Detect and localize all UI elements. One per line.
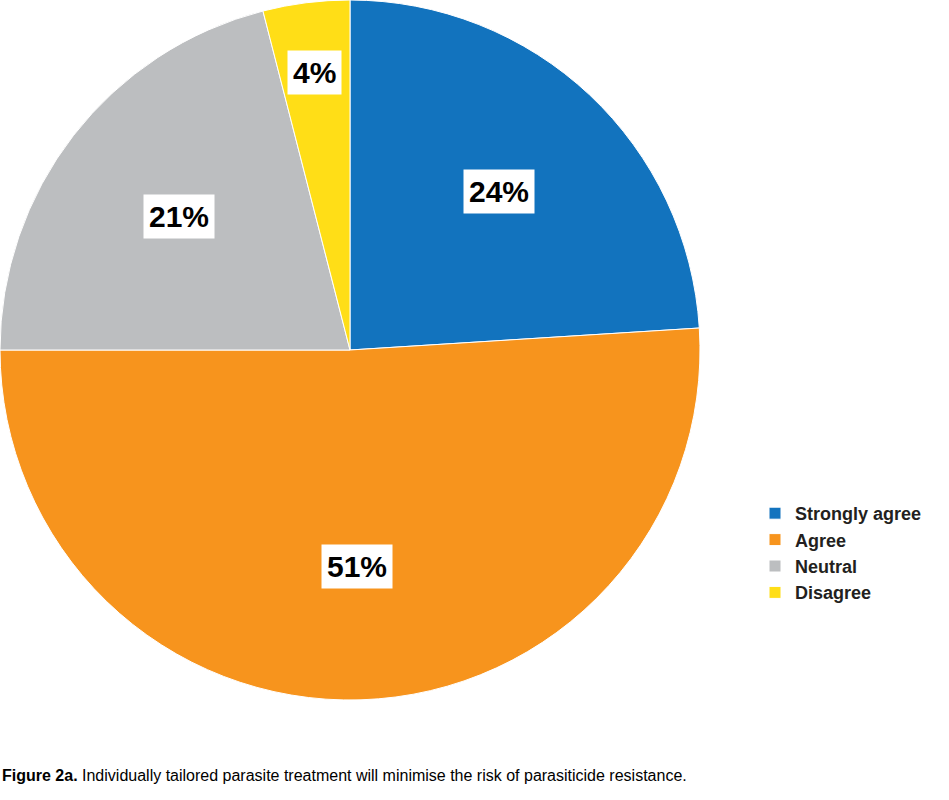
svg-text:Disagree: Disagree bbox=[795, 583, 871, 603]
svg-text:Agree: Agree bbox=[795, 531, 846, 551]
svg-text:Neutral: Neutral bbox=[795, 557, 857, 577]
svg-text:21%: 21% bbox=[149, 200, 209, 233]
svg-text:4%: 4% bbox=[293, 56, 336, 89]
svg-text:Strongly agree: Strongly agree bbox=[795, 504, 921, 524]
svg-text:24%: 24% bbox=[469, 175, 529, 208]
svg-text:51%: 51% bbox=[327, 550, 387, 583]
svg-text:Figure 2a. Individually tailor: Figure 2a. Individually tailored parasit… bbox=[2, 767, 687, 784]
